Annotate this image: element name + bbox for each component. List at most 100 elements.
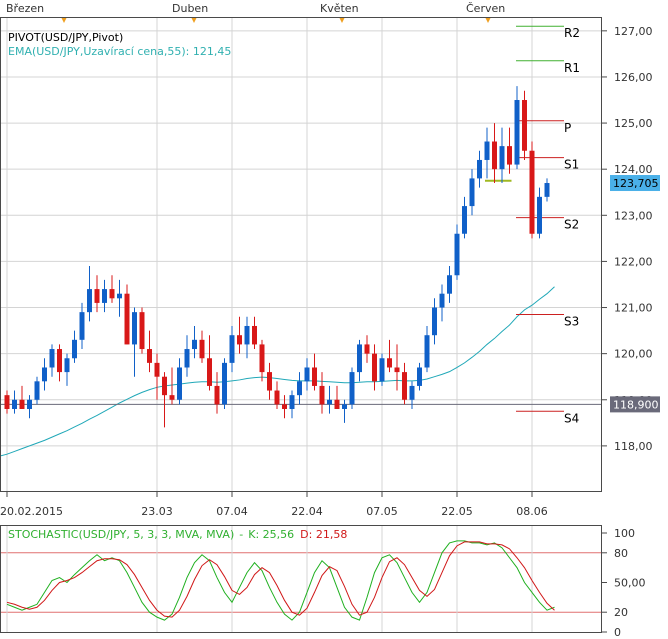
candle-body — [72, 339, 77, 359]
candle-body — [424, 335, 430, 368]
price-tick-label: 121,00 — [614, 302, 653, 315]
pivot-label: S2 — [564, 218, 579, 232]
stochastic-k-value: K: 25,56 — [248, 528, 294, 541]
candle-body — [57, 349, 62, 373]
price-tick-label: 126,00 — [614, 71, 653, 84]
candle-body — [282, 404, 287, 409]
date-axis-background — [0, 492, 602, 520]
stochastic-lines — [6, 540, 555, 621]
candle-body — [522, 100, 527, 151]
candle-body — [4, 395, 10, 409]
candle-body — [64, 358, 70, 373]
candle-body — [447, 275, 452, 294]
price-tick-label: 118,00 — [614, 440, 653, 453]
stochastic-legend-name: STOCHASTIC(USD/JPY, 5, 3, 3, MVA, MVA) — [8, 528, 234, 541]
candle-body — [147, 349, 152, 363]
price-axis-background — [603, 0, 668, 520]
candle-body — [12, 399, 17, 409]
candle-body — [199, 339, 205, 359]
date-tick-label: 08.06 — [516, 505, 548, 518]
candle-body — [387, 358, 392, 368]
ema-layer — [0, 286, 555, 457]
candle-body — [132, 312, 137, 345]
month-bar: Březen Duben Květen Červen — [0, 0, 602, 23]
candle-body — [177, 367, 182, 400]
ema-legend: EMA(USD/JPY,Uzavírací cena,55): 121,45 — [8, 45, 231, 58]
pivot-label: S3 — [564, 314, 579, 328]
price-tick-label: 127,00 — [614, 25, 653, 38]
candle-body — [304, 367, 310, 382]
pivot-label: R2 — [564, 26, 580, 40]
date-axis: 20.02.2015 23.03 07.04 22.04 07.05 22.05 08.06 — [0, 492, 602, 520]
candle-body — [372, 353, 377, 382]
pivot-label: R1 — [564, 61, 580, 75]
candle-body — [409, 385, 415, 400]
candle-body — [364, 344, 370, 354]
candle-body — [379, 358, 385, 382]
current-price-tag-box — [610, 175, 660, 192]
candle-body — [267, 372, 272, 391]
month-label: Duben — [172, 2, 208, 15]
main-panel[interactable]: R2 R1 P S1 S2 S3 S4 — [0, 17, 602, 492]
current-price-tag: 123,705 — [610, 175, 660, 192]
candle-body — [42, 367, 47, 382]
stochastic-d-value: D: 21,58 — [300, 528, 347, 541]
stochastic-grid — [0, 526, 602, 632]
month-bar-background — [0, 0, 602, 17]
candle-body — [417, 367, 422, 386]
pivot-label: S1 — [564, 158, 579, 172]
candle-body — [477, 159, 482, 179]
candle-body — [514, 100, 520, 165]
date-tick-label: 23.03 — [141, 505, 173, 518]
candle-body — [529, 150, 535, 234]
candle-body — [319, 385, 325, 405]
candle-body — [94, 289, 100, 303]
candle-body — [87, 289, 92, 313]
month-markers: Březen Duben Květen Červen — [6, 2, 505, 23]
horizontal-line-tag: 118,900 — [610, 396, 660, 413]
candle-body — [259, 344, 265, 373]
candle-body — [289, 395, 295, 409]
pivot-label: P — [564, 121, 571, 135]
candle-body — [19, 399, 25, 409]
pivot-label: S4 — [564, 411, 579, 425]
candle-body — [342, 404, 347, 409]
candle-body — [334, 399, 340, 409]
candle-body — [49, 349, 55, 368]
candle-body — [162, 376, 167, 396]
month-marker-icon — [191, 17, 197, 23]
month-marker-icon — [485, 17, 491, 23]
candle-body — [327, 399, 332, 405]
stochastic-panel[interactable]: STOCHASTIC(USD/JPY, 5, 3, 3, MVA, MVA) - K… — [0, 525, 646, 639]
candle-body — [297, 381, 302, 396]
stochastic-tick-label: 0 — [614, 626, 621, 639]
stochastic-tick-label: 20 — [614, 606, 628, 619]
candle-body — [154, 362, 160, 377]
candle-body — [357, 344, 362, 373]
stochastic-k-line — [6, 540, 555, 621]
candle-body — [439, 293, 445, 308]
candle-body — [499, 146, 505, 170]
candle-body — [484, 141, 490, 160]
pivot-legend: PIVOT(USD/JPY,Pivot) — [8, 31, 123, 44]
candle-body — [124, 293, 130, 345]
price-tick-label: 123,00 — [614, 209, 653, 222]
candle-body — [394, 367, 400, 373]
candle-body — [462, 206, 467, 234]
legend: PIVOT(USD/JPY,Pivot) EMA(USD/JPY,Uzavíra… — [8, 31, 231, 58]
stochastic-tick-label: 50,00 — [614, 577, 646, 590]
price-axis: 127,00 126,00 125,00 124,00 123,00 122,00 121,… — [602, 0, 668, 520]
candle-body — [469, 178, 475, 207]
candle-body — [432, 307, 437, 336]
month-label: Červen — [466, 2, 505, 15]
price-tick-label: 125,00 — [614, 117, 653, 130]
stochastic-tick-label: 80 — [614, 547, 628, 560]
candle-body — [169, 395, 175, 400]
candle-body — [79, 312, 85, 340]
candle-body — [454, 233, 460, 276]
month-marker-icon — [61, 17, 67, 23]
candle-body — [252, 325, 257, 345]
horizontal-line-label: 118,900 — [613, 398, 659, 411]
candle-body — [207, 358, 212, 386]
